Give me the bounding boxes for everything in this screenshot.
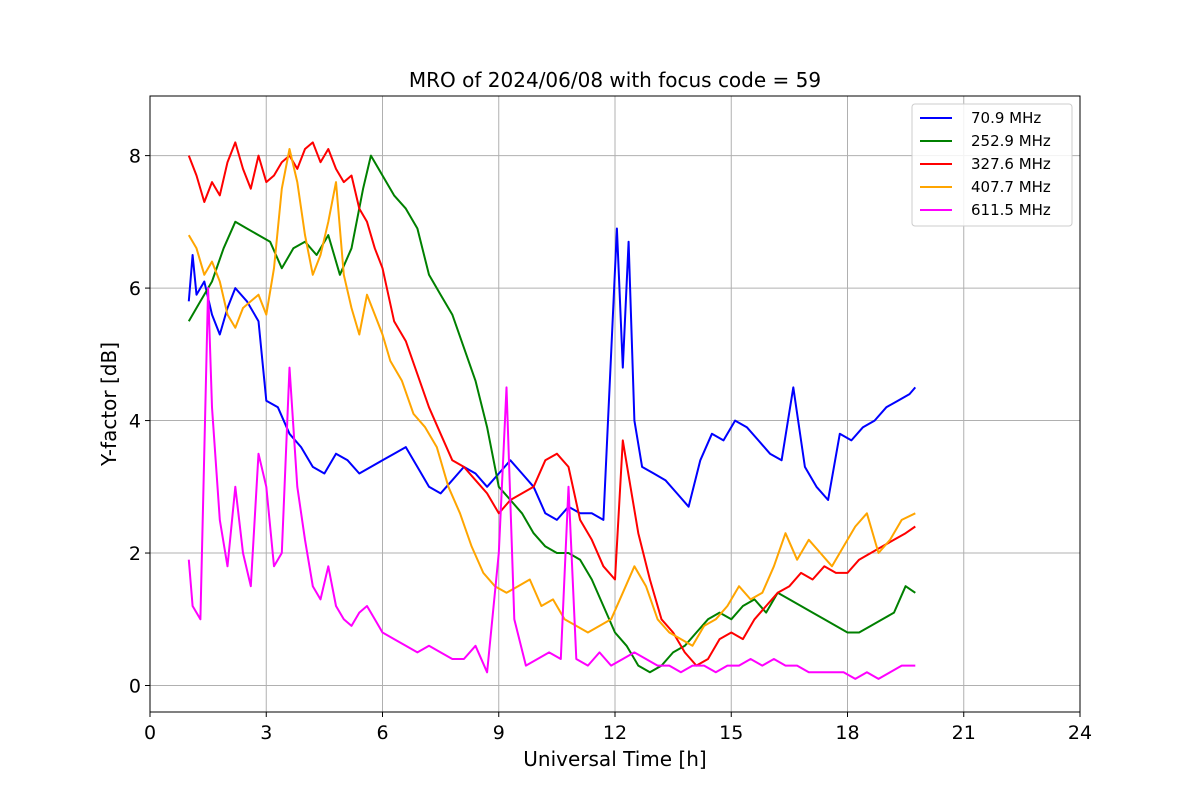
x-tick-label: 18	[835, 722, 859, 744]
chart-title: MRO of 2024/06/08 with focus code = 59	[409, 68, 821, 92]
x-tick-label: 0	[144, 722, 156, 744]
legend-box	[911, 103, 1073, 227]
series-line-611-5-mhz	[187, 287, 916, 680]
x-tick-label: 6	[376, 722, 388, 744]
series-layer	[187, 141, 917, 680]
y-axis-title: Y-factor [dB]	[97, 342, 121, 467]
x-tick-label: 3	[260, 722, 272, 744]
y-tick-label: 6	[129, 278, 141, 300]
legend-label: 611.5 MHz	[971, 201, 1051, 219]
x-tick-label: 21	[952, 722, 976, 744]
series-line-407-7-mhz	[187, 148, 916, 647]
y-tick-label: 0	[129, 676, 141, 698]
legend-label: 407.7 MHz	[971, 178, 1051, 196]
legend-label: 70.9 MHz	[971, 109, 1041, 127]
x-tick-label: 24	[1068, 722, 1092, 744]
x-tick-label: 15	[719, 722, 743, 744]
x-axis-title: Universal Time [h]	[523, 747, 706, 771]
series-line-70-9-mhz	[187, 227, 917, 521]
legend-label: 327.6 MHz	[971, 155, 1051, 173]
x-tick-label: 9	[493, 722, 505, 744]
legend-label: 252.9 MHz	[971, 132, 1051, 150]
x-tick-label: 12	[603, 722, 627, 744]
y-tick-label: 2	[129, 543, 141, 565]
series-line-252-9-mhz	[187, 154, 916, 674]
legend: 70.9 MHz 252.9 MHz 327.6 MHz 407.7 MHz 611.5…	[911, 103, 1073, 227]
y-tick-label: 4	[129, 411, 141, 433]
y-tick-label: 8	[129, 146, 141, 168]
